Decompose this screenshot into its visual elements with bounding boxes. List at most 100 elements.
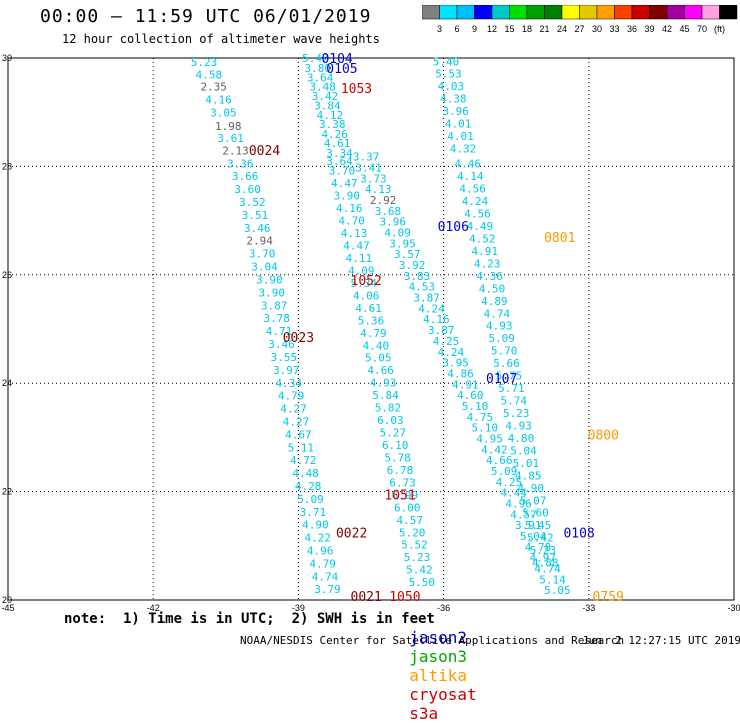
wave-height-value: 4.16 [336, 202, 363, 215]
wave-height-value: 4.42 [481, 443, 508, 456]
wave-height-value: 4.79 [360, 327, 387, 340]
colorbar-label: 27 [574, 24, 584, 34]
wave-height-value: 4.78 [525, 541, 552, 554]
colorbar-label: 9 [472, 24, 477, 34]
colorbar-label: 45 [679, 24, 689, 34]
wave-height-value: 4.58 [196, 68, 223, 81]
pass-time-label: 0023 [283, 331, 314, 346]
wave-height-value: 3.87 [261, 300, 288, 313]
wave-height-value: 5.42 [527, 532, 554, 545]
wave-height-value: 4.74 [312, 571, 339, 584]
wave-height-value: 5.40 [433, 55, 460, 68]
wave-height-value: 3.34 [326, 147, 353, 160]
wave-height-value: 3.71 [300, 506, 327, 519]
colorbar-label: 33 [609, 24, 619, 34]
wave-height-value: 3.05 [210, 107, 237, 120]
wave-height-value: 5.23 [404, 551, 431, 564]
wave-height-plot: -45 -42 -39 -36 -33 -303028262422205.234.582.… [1, 52, 740, 613]
colorbar-label: 39 [644, 24, 654, 34]
wave-height-value: 4.74 [534, 563, 561, 576]
legend-jason2: jason2 [409, 628, 468, 647]
legend-altika: altika [409, 666, 468, 685]
wave-height-value: 5.84 [372, 389, 399, 402]
wave-height-value: 3.96 [380, 216, 407, 229]
wave-height-value: 3.38 [319, 118, 346, 131]
chart-title: 00:00 – 11:59 UTC 06/01/2019 [40, 6, 372, 27]
wave-height-value: 4.93 [370, 377, 397, 390]
wave-height-value: 4.61 [355, 302, 382, 315]
pass-time-label: 0108 [563, 526, 594, 541]
wave-height-value: 5.09 [297, 493, 324, 506]
wave-height-value: 4.91 [471, 245, 498, 258]
wave-height-value: 4.24 [462, 195, 489, 208]
x-tick-label: -45 [1, 603, 14, 613]
wave-height-value: 3.46 [268, 338, 295, 351]
wave-height-value: 3.95 [389, 237, 416, 250]
wave-height-value: 4.09 [348, 264, 375, 277]
wave-height-value: 4.96 [307, 545, 334, 558]
wave-height-value: 3.57 [394, 248, 421, 261]
wave-height-value: 3.64 [326, 155, 353, 168]
y-tick-label: 30 [2, 53, 12, 63]
wave-height-value: 3.73 [360, 172, 387, 185]
wave-height-value: 5.82 [375, 402, 402, 415]
wave-height-value: 4.79 [309, 558, 336, 571]
legend-cryosat: cryosat [409, 685, 477, 704]
x-tick-label: -36 [437, 603, 450, 613]
wave-height-value: 3.41 [355, 161, 382, 174]
wave-height-value: 4.93 [505, 419, 532, 432]
colorbar-label: 18 [522, 24, 532, 34]
credit-line: NOAA/NESDIS Center for Satellite Applica… [240, 634, 625, 647]
wave-height-value: 5.05 [365, 352, 392, 365]
wave-height-value: 4.23 [474, 257, 501, 270]
wave-height-value: 4.74 [484, 307, 511, 320]
wave-height-value: 4.13 [341, 227, 368, 240]
wave-height-value: 4.09 [384, 227, 411, 240]
wave-height-value: 4.96 [505, 498, 532, 511]
wave-height-value: 5.47 [302, 52, 329, 65]
wave-height-value: 3.90 [259, 287, 286, 300]
wave-height-value: 5.78 [384, 451, 411, 464]
wave-height-value: 4.93 [486, 320, 513, 333]
wave-height-value: 5.04 [520, 530, 547, 543]
pass-time-label: 0024 [249, 144, 280, 159]
wave-height-value: 5.27 [380, 427, 407, 440]
pass-time-label: 0107 [486, 372, 517, 387]
y-tick-label: 26 [2, 270, 12, 280]
wave-height-value: 4.97 [530, 552, 557, 565]
colorbar-label: 70 [697, 24, 707, 34]
wave-height-value: 5.20 [399, 526, 426, 539]
pass-time-label: 0022 [336, 526, 367, 541]
colorbar-label: 30 [592, 24, 602, 34]
colorbar-label: 15 [504, 24, 514, 34]
wave-height-value: 4.86 [447, 367, 474, 380]
wave-height-value: 4.75 [467, 411, 494, 424]
wave-height-value: 3.42 [312, 90, 339, 103]
wave-height-value: 3.70 [329, 165, 356, 178]
colorbar-label: 24 [557, 24, 567, 34]
wave-height-value: 3.55 [271, 351, 298, 364]
pass-time-label: 1050 [389, 590, 420, 605]
colorbar-label: (ft) [714, 24, 725, 34]
wave-height-value: 5.11 [288, 442, 315, 455]
wave-height-value: 4.66 [367, 364, 394, 377]
wave-height-value: 5.42 [406, 564, 433, 577]
wave-height-value: 3.80 [305, 62, 332, 75]
wave-height-value: 4.25 [433, 335, 460, 348]
wave-height-value: 4.79 [278, 390, 305, 403]
wave-height-value: 4.71 [266, 325, 293, 338]
y-tick-label: 22 [2, 487, 12, 497]
pass-time-label: 0105 [326, 62, 357, 77]
wave-height-value: 5.45 [525, 519, 552, 532]
wave-height-value: 3.51 [242, 209, 269, 222]
wave-height-value: 4.24 [418, 302, 445, 315]
wave-height-value: 3.95 [442, 357, 469, 370]
wave-height-value: 4.11 [346, 252, 373, 265]
wave-height-value: 3.90 [256, 274, 283, 287]
wave-height-value: 4.88 [532, 557, 559, 570]
wave-height-value: 4.91 [452, 378, 479, 391]
wave-height-value: 4.85 [515, 469, 542, 482]
wave-height-value: 3.83 [404, 270, 431, 283]
colorbar-label: 3 [437, 24, 442, 34]
wave-height-value: 5.60 [522, 507, 549, 520]
